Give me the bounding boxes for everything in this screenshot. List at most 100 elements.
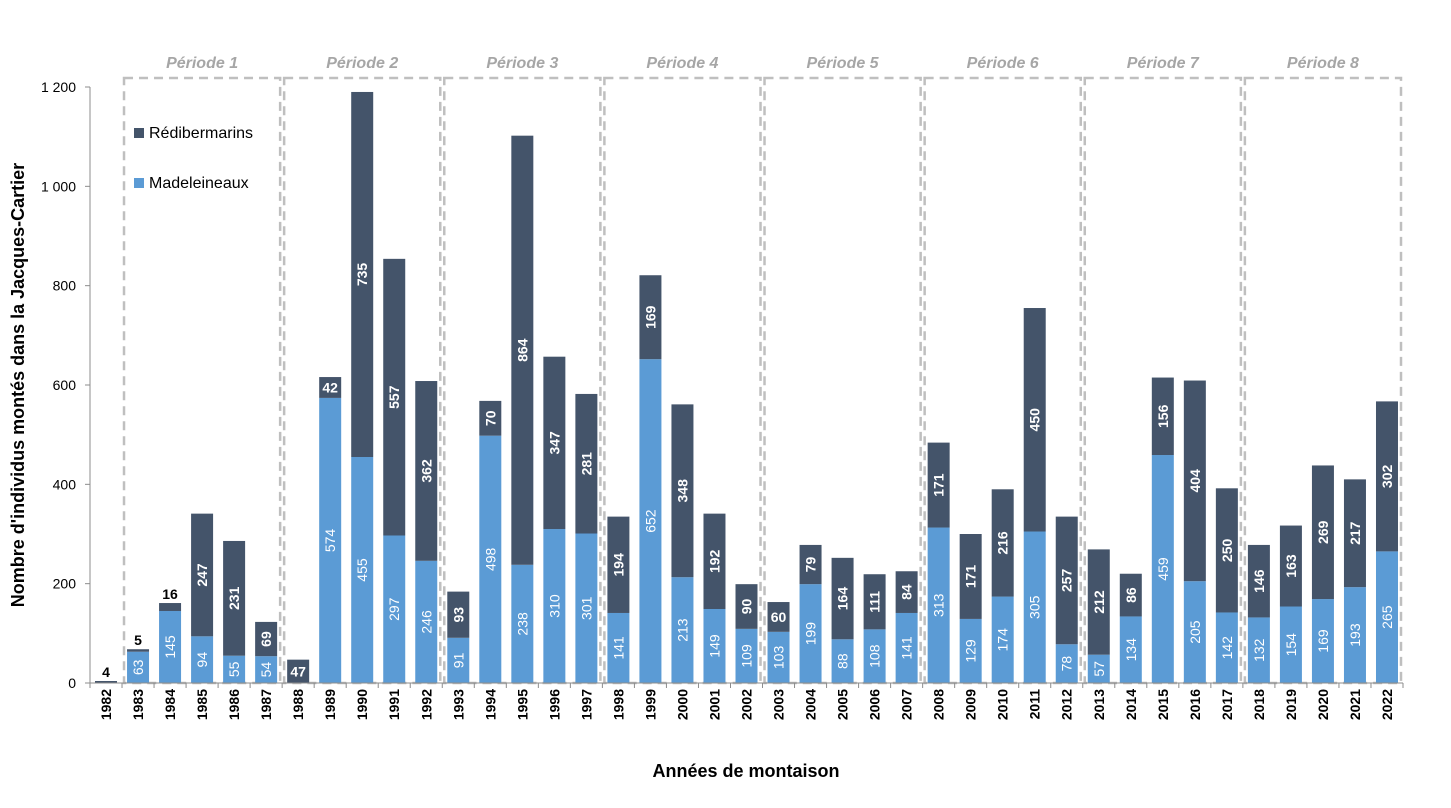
bar-madeleineaux	[1023, 531, 1046, 683]
data-label-redibermarins: 86	[1123, 587, 1139, 603]
period-box	[1083, 76, 1243, 685]
legend-swatch	[134, 178, 144, 188]
bar-madeleineaux	[1151, 455, 1174, 683]
bar-redibermarins	[1279, 525, 1302, 607]
data-label-madeleineaux: 103	[771, 646, 787, 670]
x-tick-label: 2006	[867, 689, 883, 720]
data-label-madeleineaux: 63	[130, 659, 146, 675]
bar-redibermarins	[1247, 544, 1270, 618]
bar-madeleineaux	[447, 637, 470, 683]
bar-madeleineaux	[1087, 654, 1110, 683]
bar-redibermarins	[1023, 308, 1046, 532]
data-label-redibermarins: 302	[1379, 464, 1395, 488]
x-tick-label: 1986	[226, 689, 242, 720]
x-tick-label: 1993	[450, 689, 466, 720]
data-label-madeleineaux: 141	[610, 636, 626, 660]
data-label-madeleineaux: 129	[963, 639, 979, 663]
data-label-redibermarins: 79	[803, 557, 819, 573]
axes-layer: 0 200 400 600 800 1 000 1 200 1982 1983 1984 1985 1…	[41, 79, 1404, 720]
x-tick-label: 1991	[386, 689, 402, 720]
bar-redibermarins	[927, 442, 950, 528]
bar-madeleineaux	[799, 584, 822, 683]
x-tick-label: 1987	[258, 689, 274, 720]
data-label-madeleineaux: 55	[226, 661, 242, 677]
bar-redibermarins	[639, 275, 662, 360]
bar-madeleineaux	[1311, 599, 1334, 683]
bar-madeleineaux	[1247, 617, 1270, 683]
x-tick-label: 1999	[642, 689, 658, 720]
bar-redibermarins	[991, 489, 1014, 597]
bar-madeleineaux	[1279, 606, 1302, 683]
bar-madeleineaux	[703, 608, 726, 683]
bar-madeleineaux	[415, 560, 438, 683]
x-tick-label: 2007	[899, 689, 915, 720]
x-tick-label: 1982	[98, 689, 114, 720]
x-tick-label: 2018	[1251, 689, 1267, 720]
bar-madeleineaux	[767, 631, 790, 683]
bar-redibermarins	[543, 356, 566, 530]
bar-redibermarins	[159, 603, 182, 611]
bar-redibermarins	[1087, 549, 1110, 655]
data-label-madeleineaux: 238	[514, 612, 530, 636]
x-tick-label: 1995	[514, 689, 530, 720]
data-label-madeleineaux: 78	[1059, 656, 1075, 672]
bar-madeleineaux	[575, 533, 598, 683]
period-box	[122, 76, 282, 685]
bar-redibermarins	[575, 393, 598, 534]
bar-redibermarins	[1183, 380, 1206, 582]
period-box	[282, 76, 442, 685]
x-tick-label: 2009	[963, 689, 979, 720]
bar-madeleineaux	[1183, 581, 1206, 683]
data-label-madeleineaux: 313	[931, 593, 947, 617]
y-tick-label: 1 000	[41, 178, 76, 194]
data-label-madeleineaux: 455	[354, 558, 370, 582]
legend-label: Rédibermarins	[149, 125, 253, 142]
bar-redibermarins	[1343, 479, 1366, 588]
data-label-madeleineaux: 498	[482, 547, 498, 571]
data-label-redibermarins: 347	[546, 431, 562, 455]
data-label-redibermarins: 247	[194, 563, 210, 587]
x-tick-label: 2003	[771, 689, 787, 720]
y-axis-title: Nombre d'individus montés dans la Jacque…	[8, 163, 28, 607]
data-label-madeleineaux: 145	[162, 635, 178, 659]
data-label-madeleineaux: 134	[1123, 638, 1139, 662]
period-label: Période 5	[807, 55, 880, 72]
data-label-redibermarins: 69	[258, 631, 274, 647]
x-tick-label: 1985	[194, 689, 210, 720]
data-label-redibermarins: 70	[482, 410, 498, 426]
bar-madeleineaux	[1375, 551, 1398, 683]
bar-redibermarins	[1151, 377, 1174, 456]
data-label-redibermarins: 864	[514, 338, 530, 362]
data-label-madeleineaux: 142	[1219, 636, 1235, 660]
bar-madeleineaux	[927, 527, 950, 683]
x-tick-label: 2021	[1347, 689, 1363, 720]
period-label: Période 8	[1287, 55, 1359, 72]
data-label-redibermarins: 164	[835, 587, 851, 611]
data-label-madeleineaux: 459	[1155, 557, 1171, 581]
bar-redibermarins	[479, 400, 502, 436]
data-label-madeleineaux: 297	[386, 597, 402, 621]
data-label-madeleineaux: 88	[835, 653, 851, 669]
data-label-redibermarins: 362	[418, 459, 434, 483]
bar-redibermarins	[671, 404, 694, 578]
data-label-madeleineaux: 246	[418, 610, 434, 634]
bar-redibermarins	[1119, 573, 1142, 617]
data-label-madeleineaux: 94	[194, 652, 210, 668]
data-label-redibermarins: 171	[931, 473, 947, 497]
period-label: Période 1	[166, 55, 238, 72]
bar-madeleineaux	[383, 535, 406, 683]
x-tick-label: 2008	[931, 689, 947, 720]
bar-madeleineaux	[863, 629, 886, 683]
bar-redibermarins	[319, 377, 342, 398]
data-label-redibermarins: 169	[642, 305, 658, 329]
data-label-redibermarins: 217	[1347, 521, 1363, 545]
x-tick-label: 2011	[1027, 689, 1043, 720]
data-label-redibermarins: 111	[867, 591, 883, 613]
data-label-madeleineaux: 174	[995, 628, 1011, 652]
period-box	[443, 76, 602, 685]
data-label-redibermarins: 348	[674, 479, 690, 503]
data-label-redibermarins: 450	[1027, 408, 1043, 432]
bar-madeleineaux	[607, 612, 630, 683]
y-tick-label: 200	[53, 576, 77, 592]
data-label-madeleineaux: 652	[642, 509, 658, 533]
